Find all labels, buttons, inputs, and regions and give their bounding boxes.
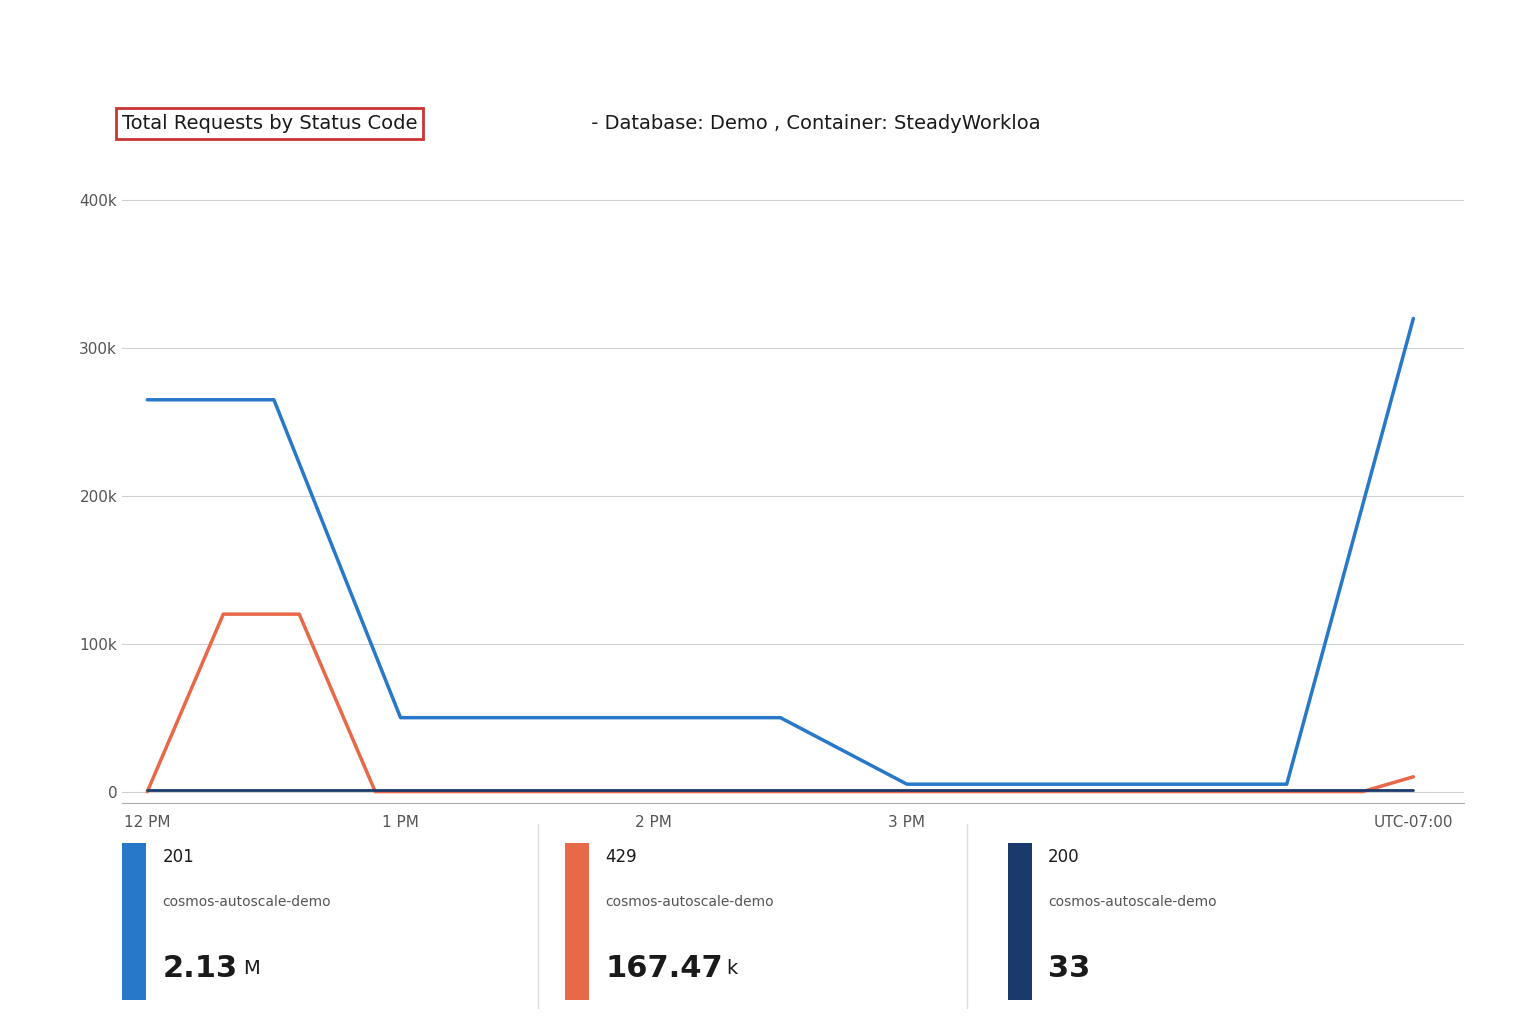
FancyBboxPatch shape	[564, 843, 589, 1000]
Text: Total Requests by Status Code: Total Requests by Status Code	[122, 114, 418, 133]
Text: cosmos-autoscale-demo: cosmos-autoscale-demo	[162, 895, 331, 908]
Text: 167.47: 167.47	[605, 954, 723, 983]
Text: 2.13: 2.13	[162, 954, 238, 983]
Text: 429: 429	[605, 849, 637, 866]
Text: M: M	[242, 959, 259, 978]
Text: k: k	[726, 959, 737, 978]
Text: cosmos-autoscale-demo: cosmos-autoscale-demo	[1048, 895, 1217, 908]
Text: cosmos-autoscale-demo: cosmos-autoscale-demo	[605, 895, 773, 908]
Text: 201: 201	[162, 849, 194, 866]
FancyBboxPatch shape	[122, 843, 146, 1000]
Text: 33: 33	[1048, 954, 1090, 983]
Text: 200: 200	[1048, 849, 1080, 866]
Text: - Database: Demo , Container: SteadyWorkloa: - Database: Demo , Container: SteadyWork…	[586, 114, 1040, 133]
FancyBboxPatch shape	[1008, 843, 1032, 1000]
